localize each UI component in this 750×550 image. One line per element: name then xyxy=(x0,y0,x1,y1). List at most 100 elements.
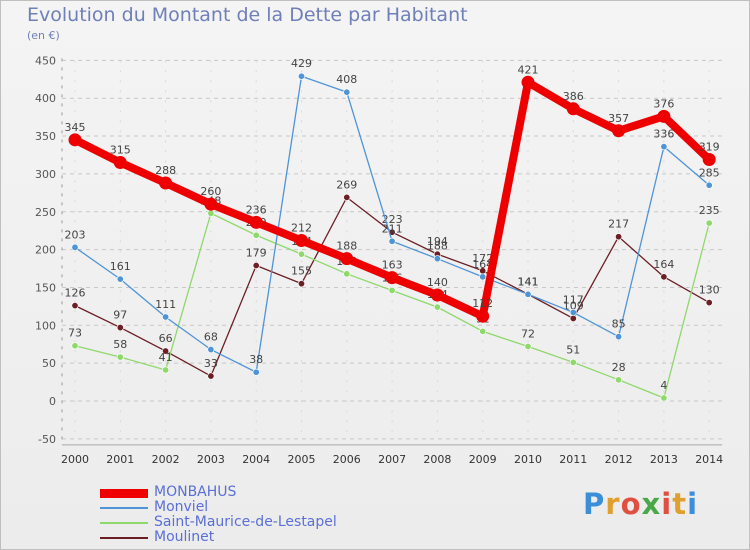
data-label-monbahus: 212 xyxy=(291,222,312,235)
y-tick-label: 350 xyxy=(35,130,56,143)
x-tick-label: 2008 xyxy=(423,453,451,466)
data-point-monviel xyxy=(615,333,623,341)
x-tick-label: 2007 xyxy=(378,453,406,466)
data-point-moulinet xyxy=(660,273,668,281)
data-point-monbahus xyxy=(68,133,82,147)
data-point-moulinet xyxy=(705,299,713,307)
data-label-saint-maurice-de-lestapel: 4 xyxy=(660,379,667,392)
data-point-saint-maurice-de-lestapel xyxy=(615,376,623,384)
y-tick-label: 300 xyxy=(35,168,56,181)
data-point-monbahus xyxy=(249,215,263,229)
y-tick-label: 50 xyxy=(42,357,56,370)
x-tick-label: 2005 xyxy=(288,453,316,466)
legend-swatch xyxy=(100,507,148,509)
data-point-saint-maurice-de-lestapel xyxy=(71,342,79,350)
data-label-monbahus: 315 xyxy=(110,144,131,157)
data-point-monviel xyxy=(388,237,396,245)
x-tick-label: 2000 xyxy=(61,453,89,466)
x-tick-label: 2004 xyxy=(242,453,270,466)
data-point-saint-maurice-de-lestapel xyxy=(297,250,305,258)
data-label-moulinet: 141 xyxy=(518,275,539,288)
data-label-monbahus: 345 xyxy=(65,121,86,134)
data-label-monviel: 211 xyxy=(382,222,403,235)
data-label-monviel: 85 xyxy=(612,318,626,331)
y-tick-label: 100 xyxy=(35,319,56,332)
x-tick-label: 2013 xyxy=(650,453,678,466)
data-label-moulinet: 66 xyxy=(159,332,173,345)
legend-label: Monviel xyxy=(154,499,209,515)
data-label-monbahus: 357 xyxy=(608,112,629,125)
data-label-monbahus: 236 xyxy=(246,203,267,216)
data-point-monbahus xyxy=(113,156,127,170)
logo-letter: r xyxy=(605,487,621,521)
x-tick-label: 2003 xyxy=(197,453,225,466)
legend-swatch xyxy=(100,537,148,539)
data-label-monbahus: 188 xyxy=(336,240,357,253)
data-point-moulinet xyxy=(116,324,124,332)
data-label-moulinet: 126 xyxy=(65,287,86,300)
legend-label: MONBAHUS xyxy=(154,484,237,500)
data-label-moulinet: 179 xyxy=(246,246,267,259)
data-label-monviel: 164 xyxy=(472,258,493,271)
data-label-moulinet: 172 xyxy=(472,252,493,265)
data-point-moulinet xyxy=(297,280,305,288)
legend-label: Saint-Maurice-de-Lestapel xyxy=(154,514,337,530)
data-point-moulinet xyxy=(252,261,260,269)
data-point-monviel xyxy=(524,290,532,298)
data-label-monviel: 68 xyxy=(204,331,218,344)
y-tick-label: 150 xyxy=(35,281,56,294)
data-point-monbahus xyxy=(159,176,173,190)
data-point-monviel xyxy=(569,308,577,316)
data-point-saint-maurice-de-lestapel xyxy=(569,358,577,366)
logo-letter: x xyxy=(641,487,662,521)
data-label-monbahus: 421 xyxy=(518,63,539,76)
legend-swatch xyxy=(100,522,148,524)
data-label-monviel: 38 xyxy=(249,353,263,366)
data-point-monviel xyxy=(660,143,668,151)
x-tick-label: 2002 xyxy=(152,453,180,466)
data-point-monviel xyxy=(479,273,487,281)
x-tick-label: 2010 xyxy=(514,453,542,466)
data-label-monbahus: 163 xyxy=(382,259,403,272)
data-label-saint-maurice-de-lestapel: 58 xyxy=(113,338,127,351)
data-label-monviel: 408 xyxy=(336,73,357,86)
x-tick-label: 2006 xyxy=(333,453,361,466)
data-point-moulinet xyxy=(162,347,170,355)
data-label-monbahus: 319 xyxy=(699,141,720,154)
data-label-saint-maurice-de-lestapel: 41 xyxy=(159,351,173,364)
data-point-saint-maurice-de-lestapel xyxy=(479,327,487,335)
data-point-monviel xyxy=(343,88,351,96)
data-label-moulinet: 155 xyxy=(291,265,312,278)
data-point-moulinet xyxy=(71,302,79,310)
data-point-monbahus xyxy=(204,197,218,211)
data-point-saint-maurice-de-lestapel xyxy=(116,353,124,361)
data-label-monbahus: 386 xyxy=(563,90,584,103)
logo-letter: o xyxy=(620,487,642,521)
data-point-monbahus xyxy=(702,153,716,167)
logo-letter: t xyxy=(672,487,688,521)
x-tick-label: 2009 xyxy=(469,453,497,466)
data-point-saint-maurice-de-lestapel xyxy=(343,270,351,278)
data-label-monviel: 161 xyxy=(110,260,131,273)
data-point-saint-maurice-de-lestapel xyxy=(388,286,396,294)
logo-letter: P xyxy=(583,487,606,521)
chart-subtitle: (en €) xyxy=(27,29,60,42)
data-label-monbahus: 260 xyxy=(200,185,221,198)
y-tick-label: 0 xyxy=(49,395,56,408)
data-label-saint-maurice-de-lestapel: 28 xyxy=(612,361,626,374)
data-point-saint-maurice-de-lestapel xyxy=(207,209,215,217)
logo-letter: i xyxy=(687,487,699,521)
y-tick-label: 200 xyxy=(35,244,56,257)
data-point-moulinet xyxy=(343,193,351,201)
data-label-moulinet: 97 xyxy=(113,309,127,322)
data-label-monviel: 336 xyxy=(653,128,674,141)
data-label-monbahus: 140 xyxy=(427,276,448,289)
data-point-moulinet xyxy=(615,233,623,241)
data-point-monbahus xyxy=(612,124,626,138)
data-point-saint-maurice-de-lestapel xyxy=(252,231,260,239)
legend-label: Moulinet xyxy=(154,529,215,545)
data-point-saint-maurice-de-lestapel xyxy=(433,303,441,311)
data-label-saint-maurice-de-lestapel: 72 xyxy=(521,327,535,340)
data-label-monviel: 203 xyxy=(65,228,86,241)
